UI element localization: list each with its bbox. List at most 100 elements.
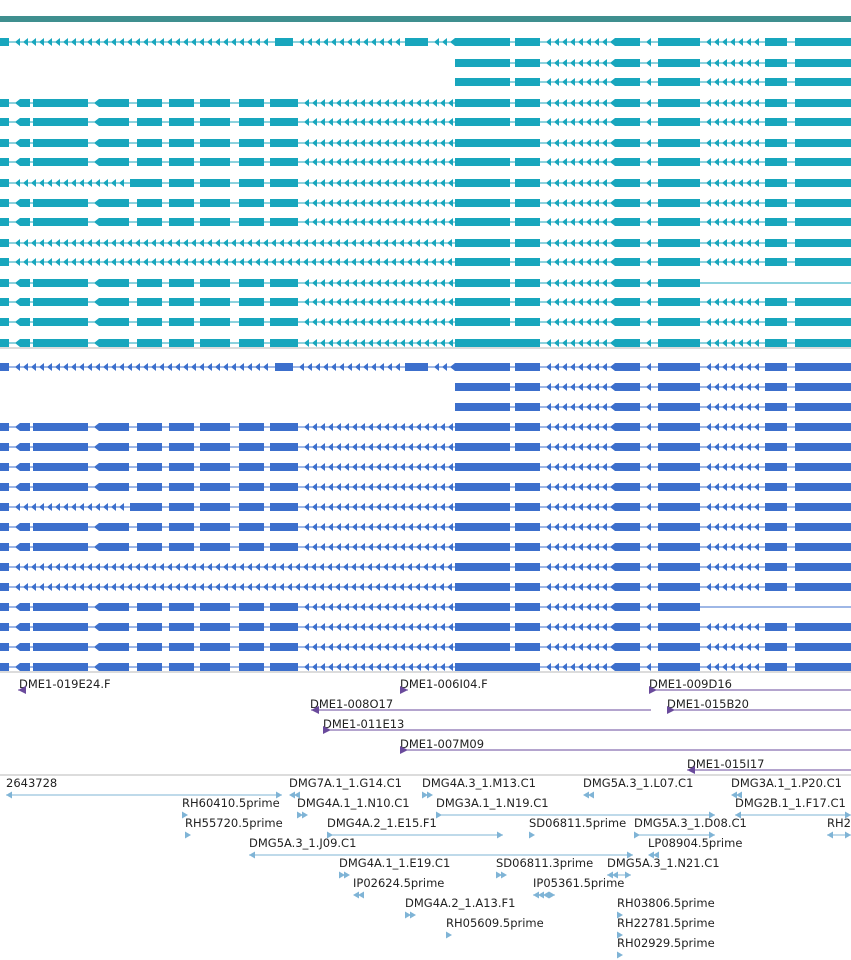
strand-arrow-left-icon bbox=[320, 543, 325, 551]
strand-arrow-left-icon bbox=[399, 258, 404, 266]
strand-arrow-left-icon bbox=[722, 643, 727, 651]
est-feature[interactable]: IP02624.5prime bbox=[353, 876, 444, 899]
strand-arrow-left-icon bbox=[183, 38, 188, 46]
est-feature[interactable]: RH2 bbox=[827, 816, 851, 839]
est-feature[interactable]: RH02929.5prime bbox=[617, 936, 715, 959]
cyan-transcript-row[interactable] bbox=[0, 139, 851, 147]
clone-feature[interactable]: DME1-011E13 bbox=[323, 717, 851, 734]
clone-feature[interactable]: DME1-015B20 bbox=[667, 697, 851, 714]
clone-feature[interactable]: DME1-009D16 bbox=[649, 677, 851, 694]
strand-arrow-left-icon bbox=[602, 403, 607, 411]
blue-transcript-row[interactable] bbox=[0, 663, 851, 671]
strand-arrow-left-icon bbox=[94, 99, 99, 107]
est-arrow-right-icon bbox=[344, 871, 350, 879]
strand-arrow-left-icon bbox=[15, 583, 20, 591]
strand-arrow-left-icon bbox=[546, 643, 551, 651]
exon-block bbox=[0, 139, 9, 147]
strand-arrow-left-icon bbox=[392, 199, 397, 207]
strand-arrow-left-icon bbox=[320, 118, 325, 126]
blue-transcript-row[interactable] bbox=[0, 643, 851, 651]
cyan-transcript-row[interactable] bbox=[455, 59, 851, 67]
est-feature[interactable]: IP05361.5prime bbox=[533, 876, 624, 899]
strand-arrow-left-icon bbox=[159, 239, 164, 247]
blue-transcript-row[interactable] bbox=[0, 543, 851, 551]
est-feature[interactable]: LP08904.5prime bbox=[648, 836, 742, 859]
strand-arrow-left-icon bbox=[594, 298, 599, 306]
est-feature[interactable]: 2643728 bbox=[6, 776, 282, 799]
est-feature[interactable]: DMG2B.1_1.F17.C1 bbox=[735, 796, 851, 819]
blue-transcript-row[interactable] bbox=[0, 423, 851, 431]
est-label: DMG5A.3_1.N21.C1 bbox=[607, 856, 720, 870]
blue-transcript-row[interactable] bbox=[0, 503, 851, 511]
blue-transcript-row[interactable] bbox=[0, 483, 851, 491]
blue-transcript-row[interactable] bbox=[0, 563, 851, 571]
exon-block bbox=[765, 78, 787, 86]
strand-arrow-left-icon bbox=[368, 603, 373, 611]
est-feature[interactable]: DMG4A.1_1.E19.C1 bbox=[339, 856, 450, 879]
clone-feature[interactable]: DME1-007M09 bbox=[400, 737, 851, 754]
cyan-transcript-row[interactable] bbox=[0, 318, 851, 326]
blue-transcript-row[interactable] bbox=[0, 583, 851, 591]
cyan-transcript-row[interactable] bbox=[0, 218, 851, 226]
est-feature[interactable]: RH55720.5prime bbox=[185, 816, 283, 839]
strand-arrow-left-icon bbox=[15, 179, 20, 187]
strand-arrow-left-icon bbox=[754, 403, 759, 411]
est-feature[interactable]: RH22781.5prime bbox=[617, 916, 715, 939]
strand-arrow-left-icon bbox=[562, 339, 567, 347]
est-feature[interactable]: RH03806.5prime bbox=[617, 896, 715, 919]
clone-feature[interactable]: DME1-019E24.F bbox=[18, 677, 111, 694]
est-feature[interactable]: DMG5A.3_1.J09.C1 bbox=[249, 836, 633, 859]
est-feature[interactable]: SD06811.3prime bbox=[496, 856, 593, 879]
strand-arrow-left-icon bbox=[578, 603, 583, 611]
cyan-transcript-row[interactable] bbox=[0, 279, 851, 287]
blue-transcript-row[interactable] bbox=[0, 623, 851, 631]
est-feature[interactable]: DMG3A.1_1.P20.C1 bbox=[731, 776, 842, 799]
clone-label: DME1-009D16 bbox=[649, 677, 732, 691]
blue-transcript-row[interactable] bbox=[0, 523, 851, 531]
strand-arrow-left-icon bbox=[87, 38, 92, 46]
strand-arrow-left-icon bbox=[722, 158, 727, 166]
strand-arrow-left-icon bbox=[578, 318, 583, 326]
strand-arrow-left-icon bbox=[738, 38, 743, 46]
est-feature[interactable]: SD06811.5prime bbox=[529, 816, 626, 839]
clone-feature[interactable]: DME1-008O17 bbox=[310, 697, 651, 714]
blue-transcript-row[interactable] bbox=[455, 383, 851, 391]
exon-block bbox=[33, 118, 88, 126]
est-feature[interactable]: DMG4A.3_1.M13.C1 bbox=[422, 776, 536, 799]
cyan-transcript-row[interactable] bbox=[455, 78, 851, 86]
strand-arrow-left-icon bbox=[554, 118, 559, 126]
cyan-transcript-row[interactable] bbox=[0, 38, 851, 46]
exon-block bbox=[0, 423, 9, 431]
blue-transcript-row[interactable] bbox=[0, 363, 851, 371]
est-feature[interactable]: DMG5A.3_1.D08.C1 bbox=[634, 816, 747, 839]
cyan-transcript-row[interactable] bbox=[0, 118, 851, 126]
est-feature[interactable]: DMG4A.1_1.N10.C1 bbox=[297, 796, 410, 819]
blue-transcript-row[interactable] bbox=[0, 463, 851, 471]
est-feature[interactable]: DMG7A.1_1.G14.C1 bbox=[289, 776, 402, 799]
est-feature[interactable]: DMG5A.3_1.L07.C1 bbox=[583, 776, 693, 799]
cyan-transcript-row[interactable] bbox=[0, 158, 851, 166]
blue-transcript-row[interactable] bbox=[0, 443, 851, 451]
strand-arrow-left-icon bbox=[391, 563, 396, 571]
blue-transcript-row[interactable] bbox=[0, 603, 851, 611]
cyan-transcript-row[interactable] bbox=[0, 99, 851, 107]
strand-arrow-left-icon bbox=[400, 663, 405, 671]
est-feature[interactable]: DMG4A.2_1.A13.F1 bbox=[405, 896, 515, 919]
strand-arrow-left-icon bbox=[384, 623, 389, 631]
cyan-transcript-row[interactable] bbox=[0, 179, 851, 187]
cyan-transcript-row[interactable] bbox=[0, 199, 851, 207]
est-feature[interactable]: RH60410.5prime bbox=[182, 796, 280, 819]
est-feature[interactable]: DMG4A.2_1.E15.F1 bbox=[327, 816, 503, 839]
cyan-transcript-row[interactable] bbox=[0, 339, 851, 347]
est-feature[interactable]: DMG3A.1_1.N19.C1 bbox=[436, 796, 715, 819]
cyan-transcript-row[interactable] bbox=[0, 239, 851, 247]
cyan-transcript-row[interactable] bbox=[0, 298, 851, 306]
clone-feature[interactable]: DME1-015I17 bbox=[687, 757, 851, 774]
strand-arrow-left-icon bbox=[31, 258, 36, 266]
clone-feature[interactable]: DME1-006I04.F bbox=[400, 677, 488, 694]
est-feature[interactable]: RH05609.5prime bbox=[446, 916, 544, 939]
strand-arrow-left-icon bbox=[351, 583, 356, 591]
est-feature[interactable]: DMG5A.3_1.N21.C1 bbox=[607, 856, 720, 879]
blue-transcript-row[interactable] bbox=[455, 403, 851, 411]
cyan-transcript-row[interactable] bbox=[0, 258, 851, 266]
